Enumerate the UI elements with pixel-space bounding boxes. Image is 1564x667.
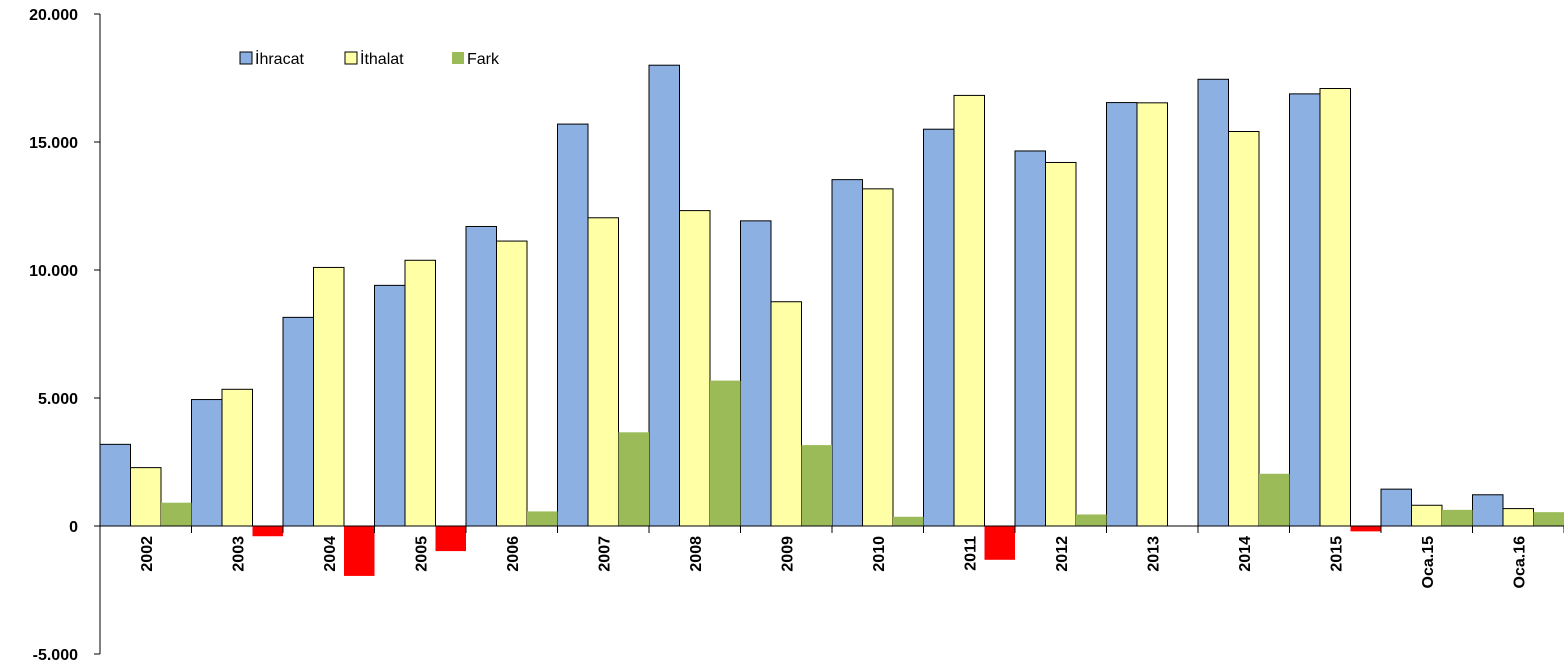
bar-ihracat	[465, 225, 497, 527]
bar-ithalat	[770, 301, 802, 527]
x-axis: 2002 2003 2004 2005 2006 2007 2008 2009 2010 2011…	[99, 525, 1564, 589]
bar-fark	[710, 380, 741, 526]
bar-ihracat	[1014, 150, 1046, 527]
bar-ithalat	[953, 94, 985, 527]
bar-ihracat	[1106, 102, 1138, 527]
x-tick-label: 2002	[139, 536, 156, 572]
bar-ithalat	[130, 467, 162, 527]
bar-ithalat	[862, 188, 894, 527]
bar-fark	[1076, 514, 1107, 526]
x-tick-label: 2005	[413, 536, 430, 572]
x-tick-label: 2011	[962, 536, 979, 571]
bar-ithalat	[1045, 161, 1077, 527]
legend: İhracat İthalat Fark	[239, 49, 500, 68]
bar-fark	[1350, 526, 1381, 532]
bar-fark	[1533, 512, 1564, 526]
y-tick-label: -5.000	[33, 647, 78, 664]
x-tick-label: 2004	[322, 536, 339, 572]
bar-ithalat	[1136, 102, 1168, 527]
x-tick-label: Oca.16	[1511, 536, 1528, 589]
bar-ihracat	[923, 128, 955, 527]
bar-fark	[252, 526, 283, 537]
y-tick-label: 0	[69, 519, 78, 536]
bar-ihracat	[374, 284, 406, 527]
legend-label: İhracat	[255, 49, 304, 68]
x-tick-label: 2014	[1237, 536, 1254, 572]
y-tick-label: 15.000	[29, 135, 78, 152]
bar-fark	[801, 445, 832, 526]
y-tick-label: 20.000	[29, 7, 78, 24]
x-tick-label: 2012	[1054, 536, 1071, 572]
x-tick-label: 2013	[1145, 536, 1162, 572]
bar-ihracat	[1197, 78, 1229, 527]
bar-fark	[344, 526, 375, 576]
bar-ithalat	[1228, 131, 1260, 527]
bar-fark	[893, 516, 924, 526]
bar-ihracat	[557, 123, 589, 527]
bar-ithalat	[1502, 508, 1534, 527]
x-tick-label: 2007	[596, 536, 613, 572]
x-tick-label: 2003	[230, 536, 247, 572]
bar-fark	[1442, 509, 1473, 526]
x-tick-label: 2009	[779, 536, 796, 572]
bar-ithalat	[587, 217, 619, 527]
bar-ithalat	[313, 266, 345, 527]
legend-label: İthalat	[360, 49, 404, 68]
x-tick-label: Oca.15	[1420, 536, 1437, 589]
bar-ithalat	[404, 259, 436, 527]
x-tick-label: 2006	[505, 536, 522, 572]
bar-ithalat	[679, 210, 711, 527]
bar-fark	[984, 526, 1015, 560]
bar-ihracat	[831, 179, 863, 527]
x-tick-label: 2008	[688, 536, 705, 572]
bar-ihracat	[1472, 494, 1504, 527]
bar-ihracat	[99, 443, 131, 527]
bar-ithalat	[1411, 504, 1443, 527]
bar-fark	[527, 511, 558, 526]
legend-swatch	[344, 51, 358, 65]
legend-label: Fark	[467, 51, 500, 68]
x-tick-label: 2010	[871, 536, 888, 572]
bar-fark	[1259, 473, 1290, 526]
bar-ithalat	[496, 240, 528, 527]
bar-ihracat	[740, 220, 772, 527]
y-tick-label: 5.000	[38, 391, 78, 408]
y-axis: -5.000 0 5.000 10.000 15.000 20.000	[29, 7, 101, 664]
bar-ihracat	[1289, 93, 1321, 527]
bar-ithalat	[1319, 88, 1351, 527]
bar-ihracat	[191, 399, 223, 527]
bars	[99, 64, 1564, 576]
y-tick-label: 10.000	[29, 263, 78, 280]
legend-swatch	[452, 52, 464, 64]
x-tick-label: 2015	[1328, 536, 1345, 572]
bar-fark	[435, 526, 466, 552]
bar-fark	[618, 432, 649, 526]
bar-ithalat	[221, 388, 253, 527]
bar-ihracat	[648, 64, 680, 527]
legend-swatch	[239, 51, 253, 65]
bar-ihracat	[1380, 488, 1412, 527]
bar-fark	[161, 502, 192, 526]
bar-ihracat	[282, 316, 314, 527]
